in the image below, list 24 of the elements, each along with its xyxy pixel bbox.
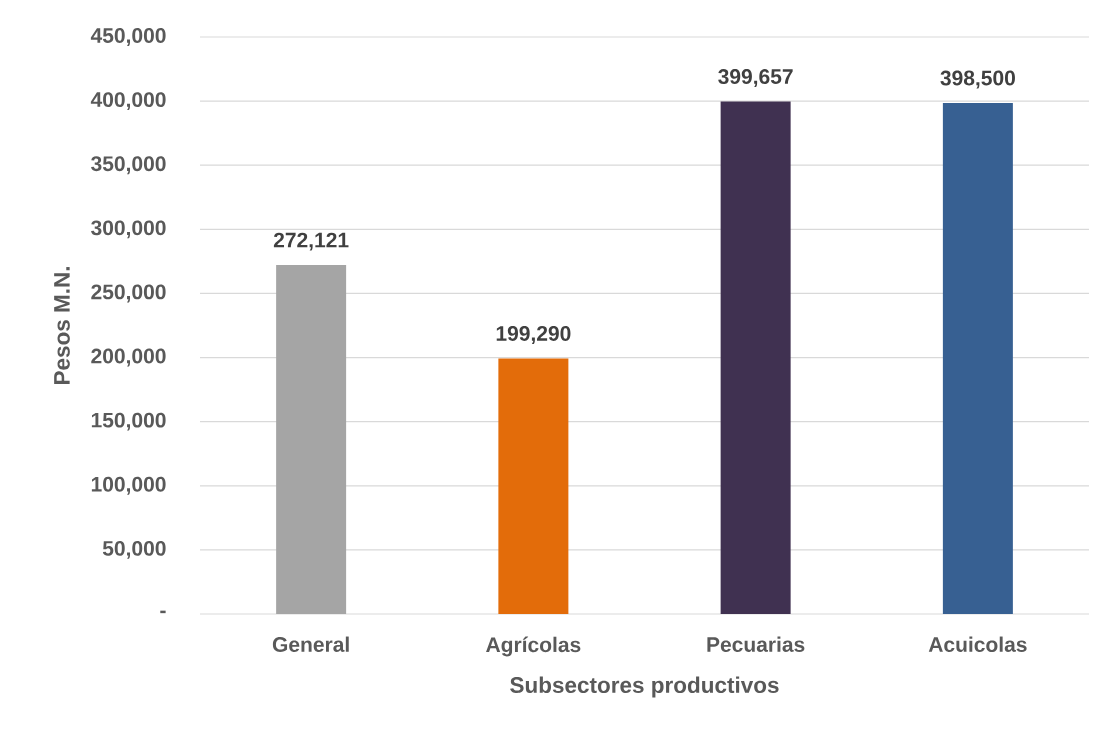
x-tick-label: Pecuarias bbox=[707, 636, 805, 652]
y-tick-label: 450,000 bbox=[90, 28, 166, 46]
y-tick-label: 350,000 bbox=[91, 156, 166, 175]
y-tick-label: 300,000 bbox=[91, 220, 166, 239]
bar bbox=[942, 103, 1013, 614]
y-tick-label: 200,000 bbox=[91, 348, 166, 367]
x-tick-label: Acuicolas bbox=[928, 636, 1027, 652]
y-tick-label: - bbox=[160, 610, 166, 614]
bar bbox=[720, 101, 791, 614]
y-tick-label: 50,000 bbox=[102, 540, 166, 559]
y-axis-title: Pesos M.N. bbox=[54, 267, 70, 385]
y-tick-label: 400,000 bbox=[90, 92, 166, 111]
x-tick-label: General bbox=[272, 636, 349, 652]
y-tick-label: 150,000 bbox=[91, 412, 166, 431]
y-tick-label: 250,000 bbox=[91, 284, 166, 303]
data-label: 399,657 bbox=[718, 69, 793, 88]
bar bbox=[276, 265, 347, 614]
data-label: 199,290 bbox=[496, 326, 571, 344]
bar bbox=[498, 358, 569, 614]
y-tick-label: 100,000 bbox=[91, 476, 166, 495]
x-axis-title: Subsectores productivos bbox=[510, 676, 779, 698]
data-label: 398,500 bbox=[940, 70, 1015, 89]
data-label: 272,121 bbox=[273, 232, 349, 251]
x-tick-label: Agrícolas bbox=[486, 636, 581, 657]
